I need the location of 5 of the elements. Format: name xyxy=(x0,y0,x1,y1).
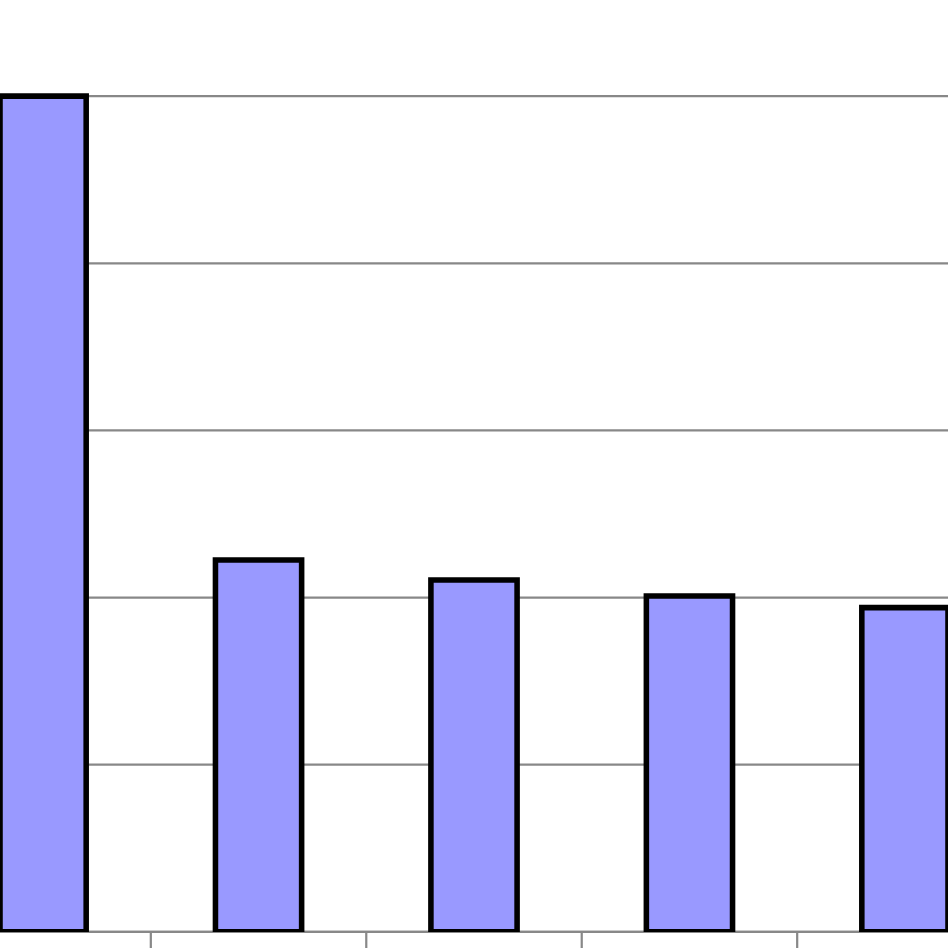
bar xyxy=(859,604,948,932)
bar xyxy=(643,593,736,932)
bar xyxy=(428,577,520,932)
bar xyxy=(212,557,305,932)
bar xyxy=(0,93,89,932)
